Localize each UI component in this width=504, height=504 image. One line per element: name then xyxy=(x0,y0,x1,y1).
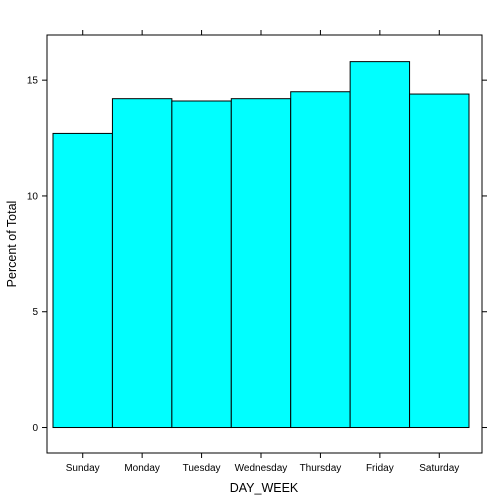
bar-tuesday xyxy=(171,100,232,429)
plot-panel-border xyxy=(46,34,483,454)
y-tick-label: 15 xyxy=(27,76,39,87)
x-tick-label: Friday xyxy=(366,463,394,474)
y-axis-title: Percent of Total xyxy=(5,201,19,288)
y-tick-label: 0 xyxy=(32,423,38,434)
bars-group xyxy=(52,61,470,429)
x-axis: Sunday Monday Tuesday Wednesday Thursday Frid… xyxy=(66,30,459,474)
x-tick-label: Tuesday xyxy=(183,463,221,474)
y-tick-label: 5 xyxy=(32,307,38,318)
x-tick-label: Monday xyxy=(124,463,160,474)
x-tick-label: Saturday xyxy=(419,463,459,474)
bar-saturday xyxy=(409,93,470,429)
bar-sunday xyxy=(52,132,113,429)
x-tick-label: Wednesday xyxy=(235,463,288,474)
bar-wednesday xyxy=(230,98,292,429)
y-tick-label: 10 xyxy=(27,191,39,202)
x-axis-title: DAY_WEEK xyxy=(230,481,299,495)
x-tick-label: Sunday xyxy=(66,463,100,474)
bar-friday xyxy=(349,61,411,429)
x-tick-label: Thursday xyxy=(300,463,342,474)
bar-monday xyxy=(111,98,173,429)
y-axis: 0 5 10 15 xyxy=(27,76,487,434)
bar-thursday xyxy=(290,91,351,429)
